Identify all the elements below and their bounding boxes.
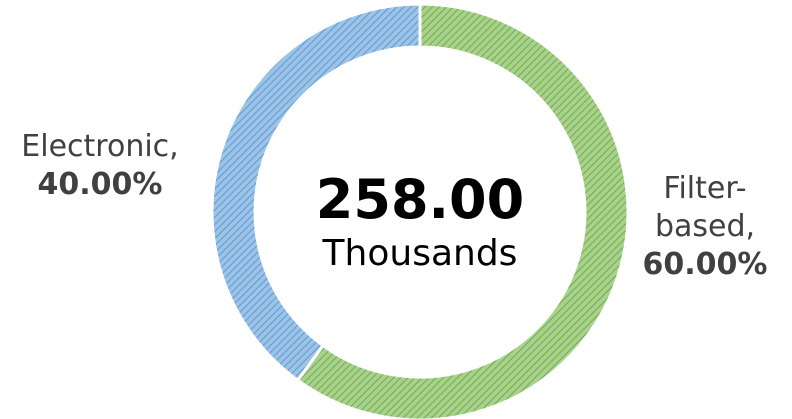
value-label: 40.00%	[37, 167, 163, 202]
value-label: 60.00%	[642, 247, 768, 282]
category-label: Electronic,	[21, 129, 179, 164]
center-unit: Thousands	[322, 233, 518, 274]
center-value: 258.00	[315, 168, 525, 231]
data-label: Electronic, 40.00%	[10, 128, 190, 204]
donut-segment	[210, 2, 422, 383]
data-label: Filter-based, 60.00%	[630, 170, 780, 284]
donut-segment	[295, 2, 630, 419]
category-label: Filter-based,	[654, 171, 756, 244]
